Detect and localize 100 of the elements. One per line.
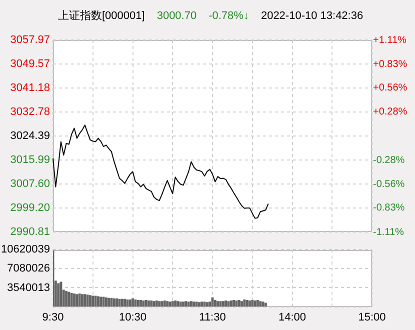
- y2-tick-label: +0.56%: [373, 82, 408, 94]
- y2-tick-label: -0.28%: [373, 154, 405, 166]
- bar: [240, 301, 243, 307]
- bar: [68, 292, 70, 307]
- bar: [256, 300, 259, 307]
- y-tick-label: 3041.18: [10, 82, 50, 94]
- bar: [104, 297, 108, 307]
- bar: [126, 299, 129, 307]
- bar: [88, 295, 92, 307]
- bar: [190, 301, 192, 307]
- bar: [142, 300, 145, 307]
- x-tick-label: 10:30: [118, 311, 147, 324]
- y-tick-label: 3049.57: [10, 58, 50, 70]
- y2-tick-label: +1.11%: [373, 34, 407, 46]
- text: 3000.70: [156, 10, 197, 22]
- bar: [144, 300, 148, 307]
- bar: [206, 302, 208, 307]
- text: 2022-10-10 13:42:36: [260, 10, 364, 22]
- bar: [78, 294, 81, 307]
- bar: [251, 300, 254, 307]
- bar: [139, 300, 142, 307]
- bar: [155, 300, 158, 307]
- bar: [116, 298, 118, 307]
- bar: [96, 296, 100, 307]
- bar: [200, 302, 204, 307]
- bar: [60, 282, 62, 307]
- bar: [120, 298, 124, 307]
- bar: [179, 302, 182, 307]
- bar: [182, 302, 184, 307]
- bar: [57, 283, 60, 307]
- bar: [184, 301, 188, 307]
- x-tick-label: 11:30: [199, 311, 226, 324]
- bar: [108, 298, 110, 307]
- bar: [168, 302, 172, 307]
- bar: [243, 299, 246, 307]
- bar: [248, 300, 251, 307]
- bar: [254, 300, 256, 307]
- y-tick-label: 3015.99: [10, 154, 50, 166]
- bar: [224, 300, 228, 307]
- bar: [150, 300, 153, 307]
- x-tick-label: 15:00: [358, 311, 386, 324]
- y-tick-label: 7080026: [7, 262, 50, 275]
- bar: [92, 296, 94, 307]
- bar: [235, 300, 238, 307]
- bar: [227, 301, 230, 307]
- bar: [232, 300, 235, 307]
- bar: [171, 301, 174, 307]
- bar: [73, 294, 76, 307]
- bar: [195, 302, 198, 307]
- y-tick-label: 2990.81: [10, 226, 50, 238]
- y-tick-label: 3540013: [7, 282, 50, 294]
- bar: [264, 302, 267, 307]
- y2-tick-label: -1.11%: [373, 226, 404, 238]
- bar: [81, 294, 84, 307]
- bar: [124, 298, 126, 307]
- bar: [128, 299, 132, 307]
- bar: [198, 302, 200, 307]
- bar: [136, 300, 140, 307]
- bar: [238, 300, 240, 307]
- y-tick-label: 2999.20: [10, 202, 50, 214]
- bar: [216, 301, 220, 307]
- y2-tick-label: +0.28%: [373, 106, 408, 118]
- bar: [147, 300, 150, 307]
- bar: [76, 294, 78, 307]
- y2-tick-label: -0.83%: [373, 202, 405, 214]
- x-tick-label: 9:30: [42, 311, 64, 324]
- y-tick-label: 3057.97: [10, 34, 50, 46]
- y-tick-label: 3007.60: [10, 178, 50, 190]
- bar: [246, 300, 248, 307]
- bar: [187, 302, 190, 307]
- bar: [174, 300, 177, 307]
- bar: [65, 290, 68, 307]
- bar: [134, 299, 137, 307]
- bar: [132, 298, 134, 307]
- text: -0.78%↓: [208, 10, 249, 22]
- y2-tick-label: +0.83%: [373, 58, 408, 70]
- bar: [84, 294, 86, 307]
- bar: [158, 301, 161, 307]
- bar: [259, 301, 262, 307]
- bar: [94, 296, 97, 307]
- bar: [163, 300, 166, 307]
- bar: [214, 300, 216, 307]
- y2-tick-label: -0.56%: [373, 179, 405, 190]
- x-tick-label: 14:00: [278, 311, 306, 324]
- bar: [219, 301, 222, 307]
- bar: [222, 301, 224, 307]
- bar: [86, 294, 89, 307]
- bar: [100, 296, 102, 307]
- chart-title: 上证指数[000001]: [58, 10, 145, 22]
- y-tick-label: 3032.78: [10, 106, 50, 118]
- bar: [70, 293, 73, 307]
- bar: [166, 301, 169, 307]
- bar: [203, 302, 206, 307]
- bar: [112, 298, 116, 307]
- y-tick-label: 3024.39: [10, 130, 50, 142]
- bar: [176, 301, 180, 307]
- bar: [118, 298, 121, 307]
- y-tick-label: 10620039: [1, 244, 50, 256]
- bar: [230, 300, 232, 307]
- bar: [208, 302, 212, 307]
